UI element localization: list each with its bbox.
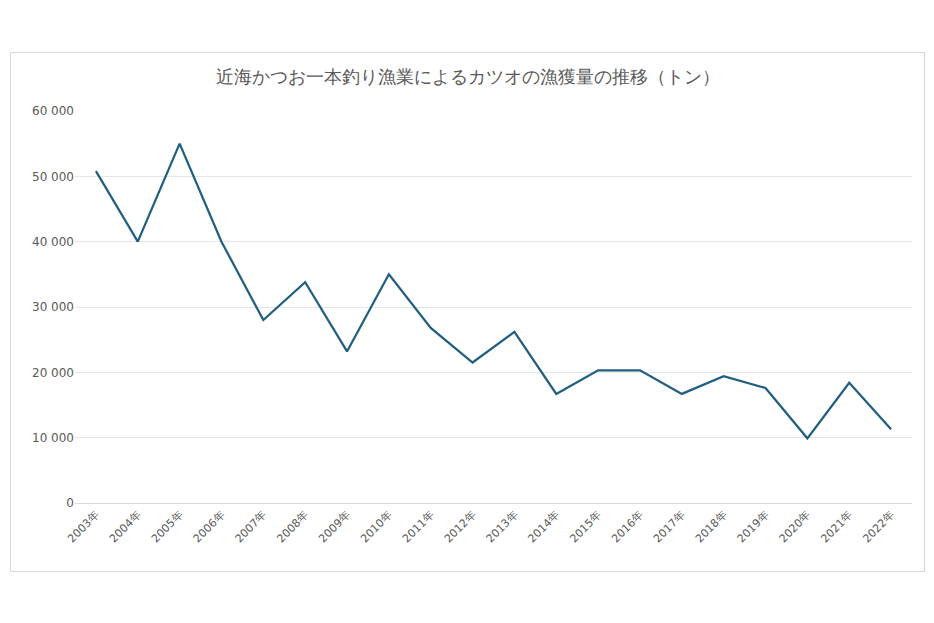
svg-text:20 000: 20 000 [32, 366, 74, 380]
svg-text:2017年: 2017年 [651, 509, 688, 546]
svg-text:2022年: 2022年 [860, 509, 897, 546]
svg-text:2021年: 2021年 [818, 509, 855, 546]
svg-text:2011年: 2011年 [400, 509, 437, 546]
svg-text:2006年: 2006年 [191, 509, 228, 546]
svg-text:30 000: 30 000 [32, 300, 74, 314]
svg-text:2014年: 2014年 [526, 509, 563, 546]
svg-text:2008年: 2008年 [274, 509, 311, 546]
svg-text:2007年: 2007年 [233, 509, 270, 546]
svg-text:40 000: 40 000 [32, 235, 74, 249]
svg-text:2009年: 2009年 [316, 509, 353, 546]
svg-text:0: 0 [66, 496, 74, 510]
svg-text:60 000: 60 000 [32, 104, 74, 118]
svg-text:2012年: 2012年 [442, 509, 479, 546]
svg-text:2004年: 2004年 [107, 509, 144, 546]
svg-text:50 000: 50 000 [32, 170, 74, 184]
svg-text:2010年: 2010年 [358, 509, 395, 546]
svg-text:2020年: 2020年 [777, 509, 814, 546]
svg-text:2013年: 2013年 [484, 509, 521, 546]
svg-text:近海かつお一本釣り漁業によるカツオの漁獲量の推移（トン）: 近海かつお一本釣り漁業によるカツオの漁獲量の推移（トン） [216, 66, 720, 87]
svg-text:2019年: 2019年 [735, 509, 772, 546]
svg-text:2003年: 2003年 [65, 509, 102, 546]
svg-text:2018年: 2018年 [693, 509, 730, 546]
svg-text:2016年: 2016年 [609, 509, 646, 546]
svg-text:2015年: 2015年 [567, 509, 604, 546]
svg-text:2005年: 2005年 [149, 509, 186, 546]
svg-text:10 000: 10 000 [32, 431, 74, 445]
